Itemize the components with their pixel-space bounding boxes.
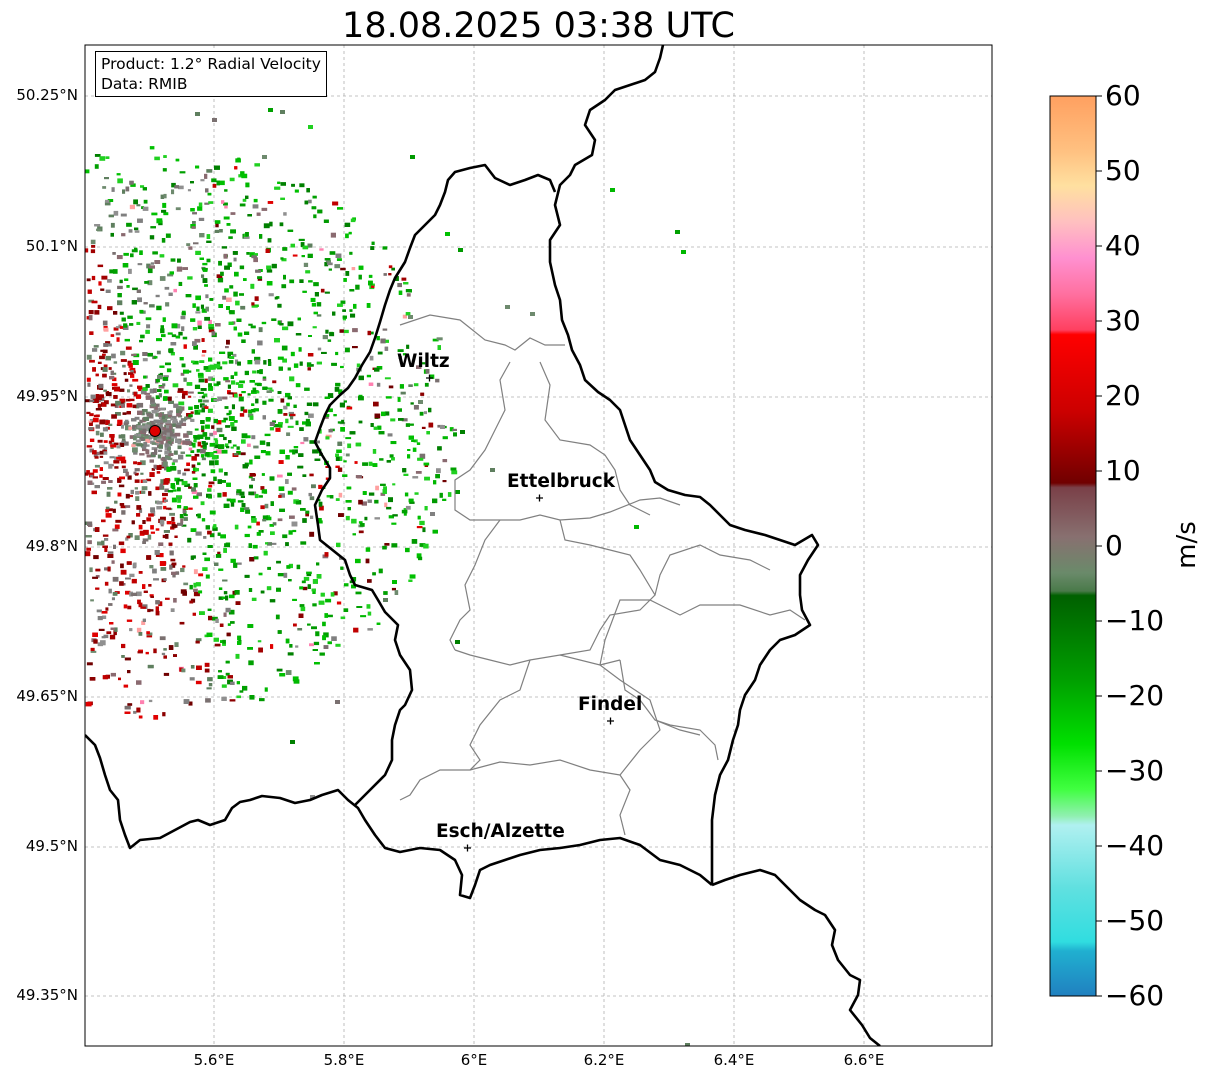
colorbar-tick-label: 0 bbox=[1105, 529, 1123, 562]
city-label-ettelbruck: Ettelbruck bbox=[507, 471, 616, 492]
city-marker-findel bbox=[607, 717, 614, 725]
radar-site-marker bbox=[149, 425, 161, 437]
data-source-label: Data: RMIB bbox=[101, 75, 188, 93]
colorbar-tick-label: −40 bbox=[1105, 829, 1165, 862]
colorbar-tick-label: 40 bbox=[1105, 229, 1141, 262]
colorbar-tick-label: 10 bbox=[1105, 454, 1141, 487]
lat-label: 49.95°N bbox=[16, 387, 78, 405]
colorbar-tick-label: 60 bbox=[1105, 79, 1141, 112]
radar-echoes bbox=[85, 108, 690, 1046]
colorbar-tick-label: 20 bbox=[1105, 379, 1141, 412]
lat-label: 49.5°N bbox=[25, 837, 78, 855]
city-label-findel: Findel bbox=[578, 694, 643, 715]
colorbar-tick-label: −20 bbox=[1105, 679, 1165, 712]
colorbar-ticks bbox=[1096, 95, 1102, 997]
colorbar-tick-label: 30 bbox=[1105, 304, 1141, 337]
colorbar-tick-label: −30 bbox=[1105, 754, 1165, 787]
lon-label: 6.6°E bbox=[843, 1051, 885, 1069]
city-markers bbox=[426, 374, 614, 852]
lat-label: 49.65°N bbox=[16, 687, 78, 705]
colorbar-unit-label: m/s bbox=[1172, 521, 1202, 569]
map-title: 18.08.2025 03:38 UTC bbox=[342, 6, 735, 46]
product-label: Product: 1.2° Radial Velocity bbox=[101, 55, 321, 73]
lon-label: 6.4°E bbox=[713, 1051, 755, 1069]
colorbar-tick-label: −50 bbox=[1105, 904, 1165, 937]
lon-label: 5.6°E bbox=[193, 1051, 235, 1069]
colorbar-tick-label: −10 bbox=[1105, 604, 1165, 637]
product-info-box: Product: 1.2° Radial Velocity Data: RMIB bbox=[95, 51, 327, 97]
gridlines bbox=[85, 45, 992, 1046]
colorbar-tick-label: 50 bbox=[1105, 154, 1141, 187]
lon-label: 6°E bbox=[460, 1051, 488, 1069]
city-marker-esch bbox=[464, 844, 471, 852]
lon-label: 5.8°E bbox=[323, 1051, 365, 1069]
lat-label: 49.8°N bbox=[25, 537, 78, 555]
lat-label: 49.35°N bbox=[16, 986, 78, 1004]
lon-label: 6.2°E bbox=[583, 1051, 625, 1069]
national-borders bbox=[85, 45, 881, 1046]
city-marker-wiltz bbox=[426, 374, 433, 382]
lat-label: 50.25°N bbox=[16, 86, 78, 104]
colorbar-tick-label: −60 bbox=[1105, 979, 1165, 1012]
canton-boundaries bbox=[399, 314, 806, 836]
lat-label: 50.1°N bbox=[25, 237, 78, 255]
city-marker-ettelbruck bbox=[536, 494, 543, 502]
colorbar bbox=[1049, 95, 1097, 997]
city-label-esch: Esch/Alzette bbox=[436, 821, 565, 842]
city-label-wiltz: Wiltz bbox=[397, 351, 450, 372]
map-frame bbox=[84, 44, 993, 1047]
